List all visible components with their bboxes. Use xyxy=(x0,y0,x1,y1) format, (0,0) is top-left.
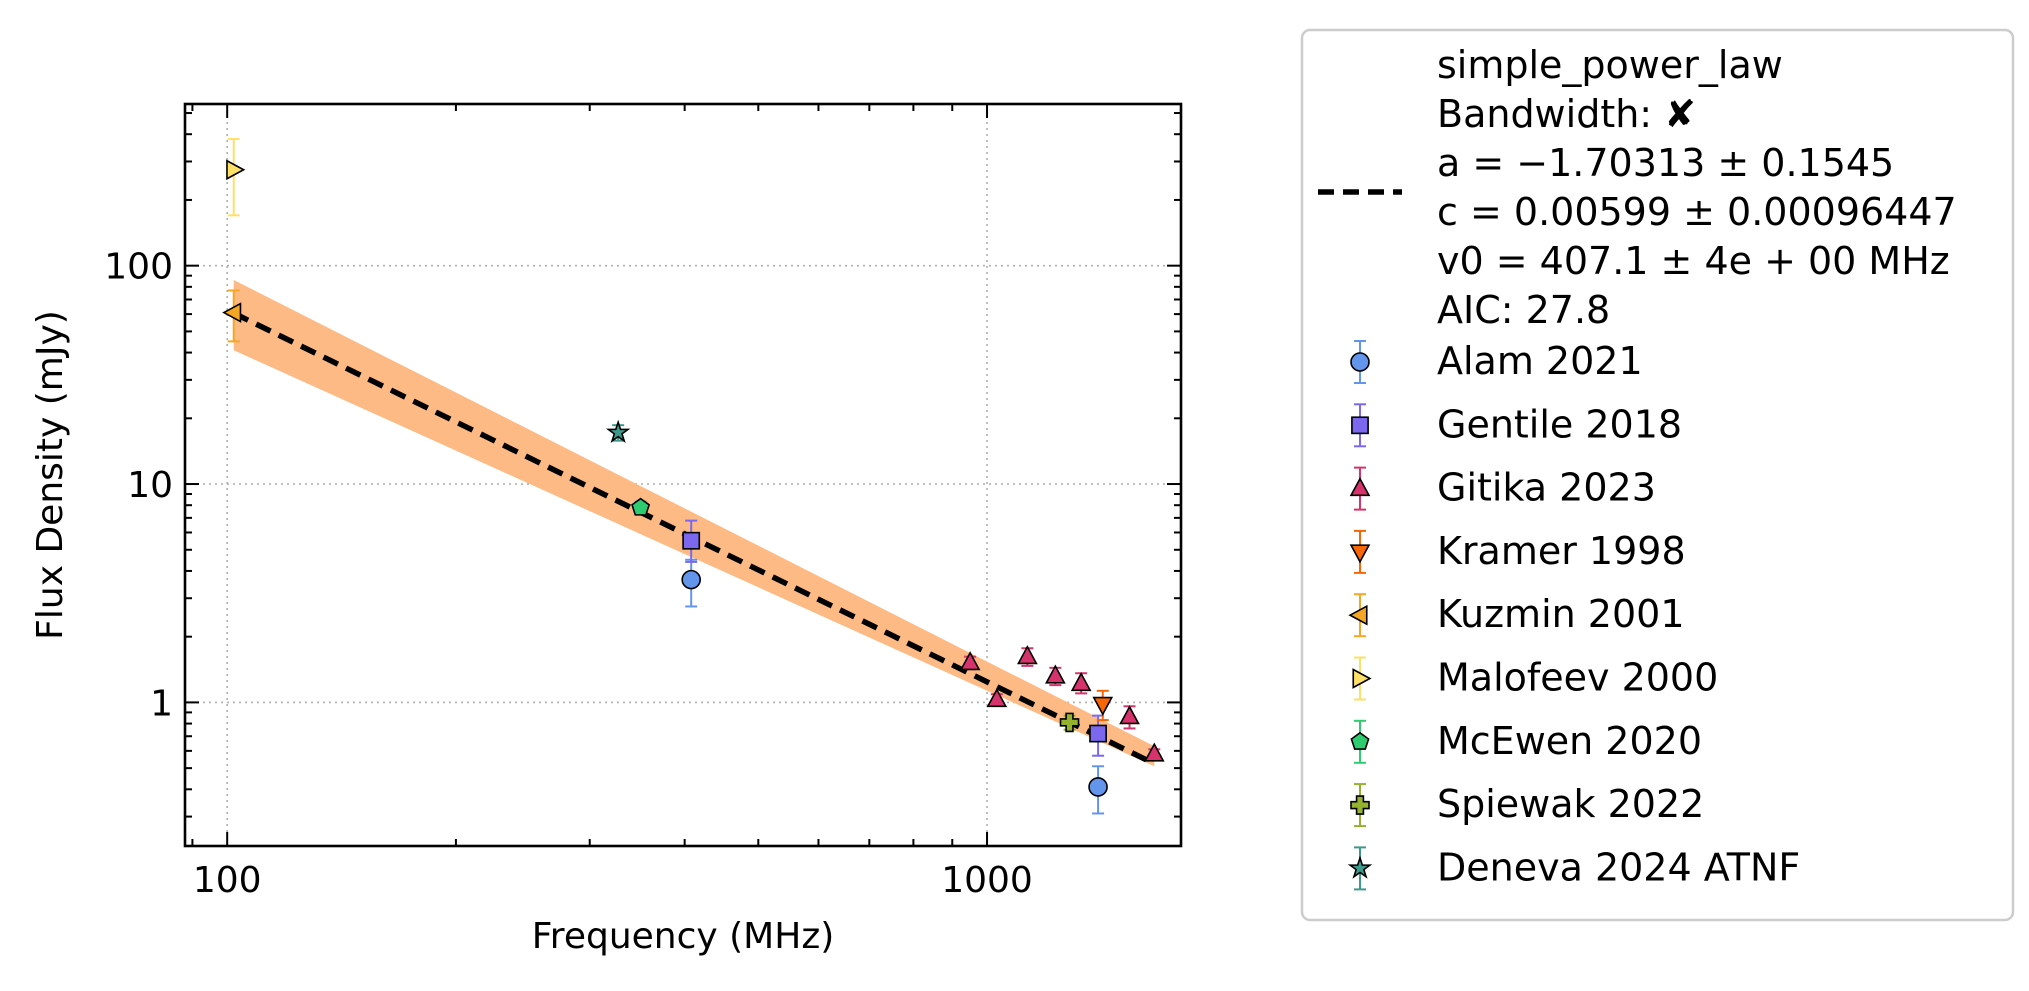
legend-kuzmin-2001-marker xyxy=(1348,604,1368,626)
legend-fit-c: c = 0.00599 ± 0.00096447 xyxy=(1437,190,1957,234)
legend-spiewak-2022-marker xyxy=(1350,795,1370,815)
legend-mcewen-2020-label: McEwen 2020 xyxy=(1437,719,1702,763)
deneva-2024-atnf-point xyxy=(605,419,631,444)
gitika-2023-point xyxy=(1045,664,1066,684)
x-tick-label: 1000 xyxy=(941,860,1033,901)
gitika-2023-point xyxy=(1119,705,1140,725)
alam-2021-point xyxy=(1088,777,1108,797)
legend-kuzmin-2001-label: Kuzmin 2001 xyxy=(1437,592,1685,636)
legend-malofeev-2000-marker xyxy=(1352,668,1372,689)
legend-series-entries: Alam 2021 Gentile 2018 Gitika 2023 Kramer 1… xyxy=(1347,339,1800,891)
gitika-2023-point xyxy=(1017,645,1038,665)
fit-uncertainty-band xyxy=(233,279,1155,767)
legend-gentile-2018-marker xyxy=(1351,416,1369,435)
legend-frame xyxy=(1300,28,2015,922)
x-tick-label: 100 xyxy=(193,860,262,901)
legend-gitika-2023-marker xyxy=(1349,477,1371,497)
legend-fit-text: simple_power_law Bandwidth: ✘ a = −1.703… xyxy=(1437,43,1957,332)
legend-fit-aic: AIC: 27.8 xyxy=(1437,288,1610,332)
y-tick-label: 1 xyxy=(150,683,173,724)
legend-fit-a: a = −1.70313 ± 0.1545 xyxy=(1437,141,1894,185)
gitika-2023-point xyxy=(1070,671,1092,692)
legend-kramer-1998-label: Kramer 1998 xyxy=(1437,529,1686,573)
gitika-2023-point xyxy=(1143,742,1165,762)
legend-deneva-2024-atnf-label: Deneva 2024 ATNF xyxy=(1437,845,1800,889)
alam-2021-point xyxy=(681,569,701,590)
axis-ticks xyxy=(185,104,1181,846)
legend-kramer-1998-marker xyxy=(1349,544,1371,564)
kuzmin-2001-point xyxy=(222,302,242,323)
legend-fit-bandwidth: Bandwidth: ✘ xyxy=(1437,92,1696,136)
legend-alam-2021-label: Alam 2021 xyxy=(1437,339,1643,383)
legend-alam-2021-marker xyxy=(1350,352,1370,372)
kramer-1998-point xyxy=(1092,696,1114,716)
gentile-2018-point xyxy=(1089,724,1107,743)
legend-gitika-2023-label: Gitika 2023 xyxy=(1437,466,1656,510)
gentile-2018-point xyxy=(682,531,701,550)
malofeev-2000-point xyxy=(226,159,246,181)
x-axis-label: Frequency (MHz) xyxy=(532,916,835,957)
axis-tick-labels: 100 1000 1 10 100 xyxy=(104,247,1033,901)
points-layer xyxy=(222,138,1165,815)
y-tick-label: 10 xyxy=(127,465,173,506)
gridlines xyxy=(185,104,1181,846)
gitika-2023-point xyxy=(986,688,1008,708)
spiewak-2022-point xyxy=(1059,712,1080,733)
legend-deneva-2024-atnf-marker xyxy=(1347,855,1373,879)
legend: simple_power_law Bandwidth: ✘ a = −1.703… xyxy=(1300,28,2015,922)
legend-fit-v0: v0 = 407.1 ± 4e + 00 MHz xyxy=(1437,239,1950,283)
plot-frame xyxy=(183,102,1183,848)
legend-spiewak-2022-label: Spiewak 2022 xyxy=(1437,782,1704,826)
legend-mcewen-2020-marker xyxy=(1350,731,1370,750)
mcewen-2020-point xyxy=(631,497,651,516)
y-axis-label: Flux Density (mJy) xyxy=(30,310,71,640)
legend-malofeev-2000-label: Malofeev 2000 xyxy=(1437,656,1718,700)
gitika-2023-point xyxy=(959,651,981,671)
y-tick-label: 100 xyxy=(104,247,173,288)
legend-gentile-2018-label: Gentile 2018 xyxy=(1437,402,1682,446)
legend-fit-model: simple_power_law xyxy=(1437,43,1783,87)
